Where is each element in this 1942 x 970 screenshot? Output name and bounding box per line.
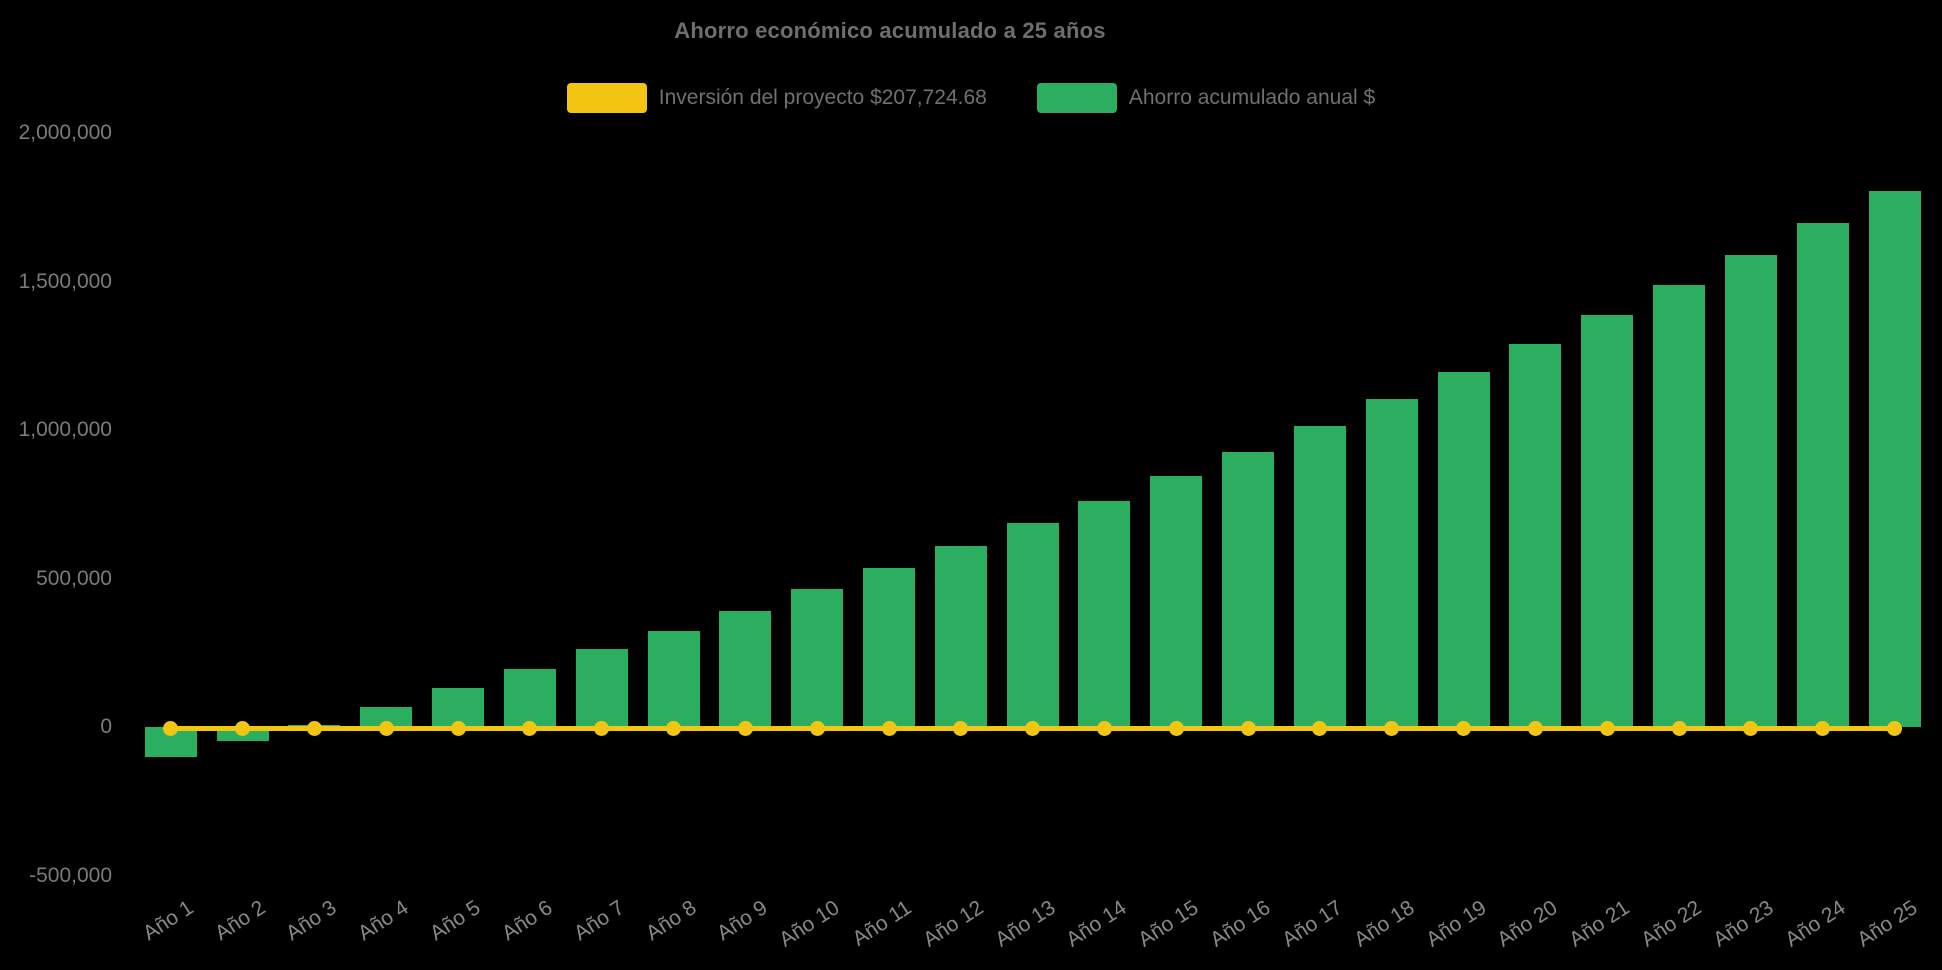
investment-line-point — [1240, 720, 1256, 736]
investment-line-point — [235, 720, 251, 736]
bar-año-23 — [1724, 255, 1777, 727]
bar-año-15 — [1150, 476, 1203, 727]
legend-label-ahorro: Ahorro acumulado anual $ — [1128, 86, 1376, 109]
investment-line-point — [378, 720, 394, 736]
investment-line-point — [450, 720, 466, 736]
x-axis-label-año-24: Año 24 — [1780, 896, 1850, 952]
bar-año-9 — [719, 610, 772, 727]
investment-line-point — [1025, 720, 1041, 736]
x-axis-label-año-10: Año 10 — [775, 896, 844, 952]
y-axis-tick-label: 1,500,000 — [18, 269, 112, 293]
x-axis-label-año-25: Año 25 — [1852, 896, 1922, 952]
x-axis-label-año-13: Año 13 — [990, 896, 1060, 952]
investment-line-point — [163, 720, 179, 736]
investment-line-point — [1671, 720, 1687, 736]
investment-line-point — [1743, 720, 1759, 736]
bar-año-7 — [575, 648, 628, 727]
investment-line-point — [1096, 720, 1112, 736]
x-axis-label-año-21: Año 21 — [1565, 896, 1634, 952]
chart-legend: Inversión del proyecto $207,724.68 Ahorr… — [0, 83, 1942, 113]
x-axis-label-año-11: Año 11 — [848, 896, 916, 951]
legend-swatch-yellow-icon — [566, 83, 647, 113]
x-axis-label-año-3: Año 3 — [282, 896, 341, 946]
bar-año-14 — [1078, 500, 1131, 727]
investment-line-point — [306, 720, 322, 736]
bar-año-22 — [1653, 285, 1706, 727]
x-axis-label-año-19: Año 19 — [1421, 896, 1491, 952]
legend-item-inversion[interactable]: Inversión del proyecto $207,724.68 — [566, 83, 987, 113]
investment-line-point — [1456, 720, 1472, 736]
chart-title: Ahorro económico acumulado a 25 años — [674, 18, 1106, 43]
y-axis-tick-label: 2,000,000 — [18, 121, 112, 144]
x-axis-label-año-9: Año 9 — [713, 896, 772, 946]
x-axis-label-año-16: Año 16 — [1206, 896, 1275, 952]
bar-año-16 — [1222, 451, 1275, 727]
investment-line-point — [594, 720, 610, 736]
investment-line-point — [1384, 720, 1400, 736]
x-axis-label-año-22: Año 22 — [1637, 896, 1706, 952]
x-axis-label-año-18: Año 18 — [1349, 896, 1419, 952]
investment-line-point — [1168, 720, 1184, 736]
x-axis-label-año-20: Año 20 — [1493, 896, 1562, 952]
investment-line-point — [666, 720, 681, 736]
investment-line-point — [953, 720, 969, 736]
bar-año-24 — [1796, 223, 1849, 727]
bar-año-10 — [791, 589, 844, 727]
investment-line-point — [881, 720, 897, 736]
x-axis-label-año-4: Año 4 — [354, 896, 413, 946]
bar-año-12 — [934, 545, 987, 727]
bar-año-8 — [647, 631, 700, 727]
y-axis-tick-label: -500,000 — [29, 863, 112, 887]
investment-line-point — [1312, 720, 1328, 736]
x-axis-label-año-14: Año 14 — [1062, 896, 1132, 952]
bar-año-6 — [503, 668, 556, 727]
bar-año-18 — [1365, 399, 1418, 727]
bar-año-19 — [1437, 372, 1490, 727]
x-axis-label-año-7: Año 7 — [569, 896, 629, 946]
x-axis-label-año-8: Año 8 — [641, 896, 701, 946]
x-axis-label-año-17: Año 17 — [1278, 896, 1347, 952]
investment-line-point — [737, 720, 753, 736]
investment-line-point — [1887, 720, 1903, 736]
x-axis-label-año-6: Año 6 — [497, 896, 557, 946]
y-axis-tick-label: 500,000 — [36, 566, 112, 590]
y-axis-tick-label: 1,000,000 — [18, 418, 112, 441]
y-axis-tick-label: 0 — [100, 715, 112, 738]
investment-line-point — [1815, 720, 1831, 736]
bar-año-20 — [1509, 344, 1562, 727]
bar-año-21 — [1581, 315, 1634, 727]
legend-item-ahorro[interactable]: Ahorro acumulado anual $ — [1036, 83, 1376, 113]
legend-swatch-green-icon — [1036, 83, 1117, 113]
bar-año-17 — [1293, 426, 1346, 727]
investment-line-point — [522, 720, 538, 736]
investment-line-point — [809, 720, 825, 736]
bar-año-13 — [1006, 523, 1059, 727]
x-axis-label-año-2: Año 2 — [210, 896, 270, 946]
x-axis-label-año-15: Año 15 — [1134, 896, 1203, 952]
bar-año-4 — [360, 707, 413, 727]
investment-line-point — [1599, 720, 1615, 736]
x-axis-label-año-5: Año 5 — [425, 896, 485, 946]
legend-label-inversion: Inversión del proyecto $207,724.68 — [658, 86, 987, 109]
bar-año-25 — [1868, 191, 1921, 727]
x-axis-label-año-12: Año 12 — [919, 896, 988, 952]
bar-año-11 — [863, 567, 915, 727]
x-axis-label-año-1: Año 1 — [138, 896, 198, 946]
investment-line-point — [1527, 720, 1543, 736]
x-axis-label-año-23: Año 23 — [1709, 896, 1778, 952]
